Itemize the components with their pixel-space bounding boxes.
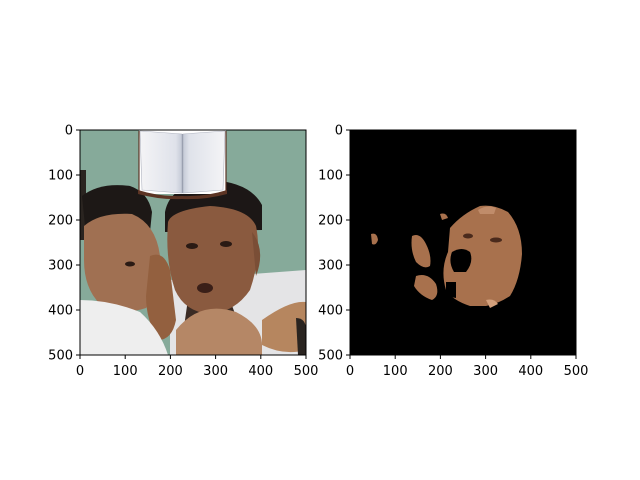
- mask-x-tick-label: 200: [428, 364, 453, 379]
- mask-y-tick-label: 500: [318, 349, 343, 364]
- mask-x-tick-label: 500: [564, 364, 589, 379]
- mask-y-tick-label: 400: [318, 304, 343, 319]
- photo-axes-frame: [79, 129, 307, 356]
- mask-x-tick-label: 100: [383, 364, 408, 379]
- photo-x-ticks: 0 100 200 300 400 500: [76, 355, 319, 379]
- photo-x-tick-label: 100: [113, 364, 138, 379]
- photo-y-tick-label: 0: [65, 124, 73, 139]
- photo-x-tick-label: 0: [76, 364, 84, 379]
- photo-y-tick-label: 400: [48, 304, 73, 319]
- mask-y-tick-label: 0: [335, 124, 343, 139]
- mask-axes-frame: [349, 129, 577, 356]
- photo-x-tick-label: 200: [158, 364, 183, 379]
- photo-panel: 0 100 200 300 400 500 0 100 200 300 400 500: [48, 124, 318, 380]
- mask-x-tick-label: 400: [518, 364, 543, 379]
- photo-y-tick-label: 300: [48, 259, 73, 274]
- photo-x-tick-label: 500: [294, 364, 319, 379]
- mask-y-tick-label: 300: [318, 259, 343, 274]
- photo-y-ticks: 0 100 200 300 400 500: [48, 124, 80, 364]
- mask-x-tick-label: 300: [473, 364, 498, 379]
- mask-x-ticks: 0 100 200 300 400 500: [346, 355, 589, 379]
- mask-image: [350, 130, 576, 355]
- photo-y-tick-label: 100: [48, 169, 73, 184]
- mask-y-tick-label: 200: [318, 214, 343, 229]
- mask-x-tick-label: 0: [346, 364, 354, 379]
- photo-y-tick-label: 200: [48, 214, 73, 229]
- photo-x-tick-label: 300: [203, 364, 228, 379]
- mask-y-ticks: 0 100 200 300 400 500: [318, 124, 350, 364]
- mask-y-tick-label: 100: [318, 169, 343, 184]
- photo-y-tick-label: 500: [48, 349, 73, 364]
- book-icon: [138, 130, 227, 200]
- mask-panel: 0 100 200 300 400 500 0 100 200 300 400 500: [318, 124, 588, 380]
- photo-x-tick-label: 400: [248, 364, 273, 379]
